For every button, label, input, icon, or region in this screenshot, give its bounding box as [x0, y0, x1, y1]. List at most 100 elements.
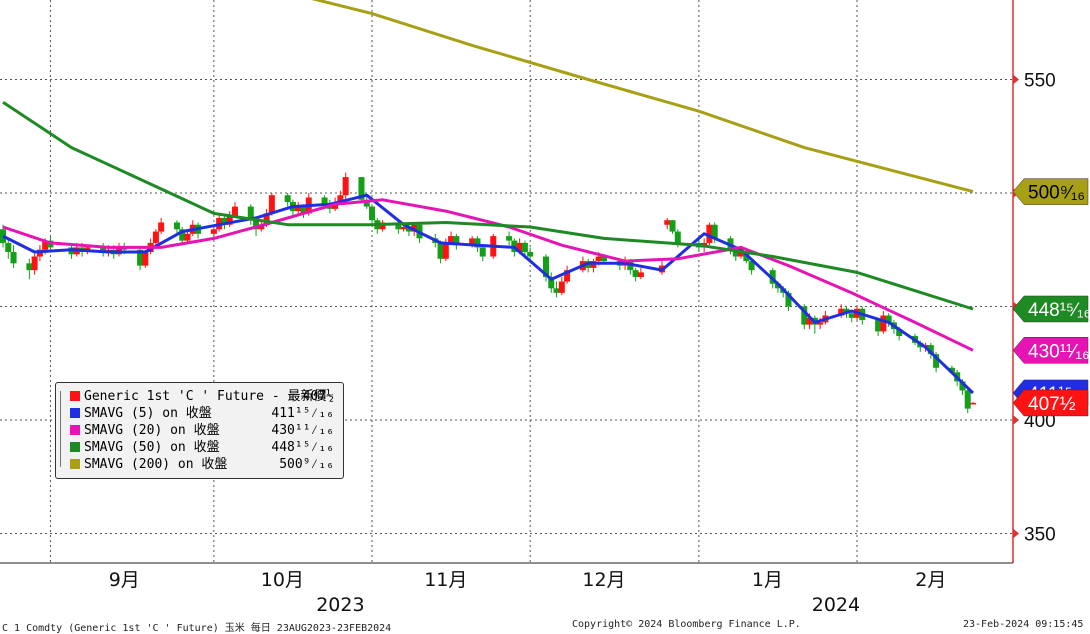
value-tag [1012, 337, 1089, 364]
candle-body [363, 199, 370, 207]
candle-body [137, 249, 144, 266]
y-tick-label: 350 [1024, 524, 1056, 545]
candle-body [785, 292, 792, 307]
candle-body [179, 229, 186, 241]
candle-body [337, 195, 344, 203]
footer-timestamp: 23-Feb-2024 09:15:45 [963, 619, 1084, 630]
candle-body [268, 195, 275, 214]
candle-body [896, 329, 903, 336]
candle-body [548, 276, 555, 289]
candle-body [263, 213, 270, 225]
value-tag-label: 500⁹⁄₁₆ [1028, 183, 1085, 204]
candle-body [843, 308, 850, 314]
candle-body [100, 247, 107, 252]
candle-body [221, 217, 228, 225]
x-tick-label: 1月 [752, 569, 783, 591]
candle-body [231, 206, 238, 216]
legend-label: SMAVG (50) on 收盤 [84, 440, 220, 455]
y-tick-label: 400 [1024, 411, 1056, 432]
candle-body [664, 220, 671, 225]
candle-body [395, 222, 402, 230]
candle-body [226, 215, 233, 225]
x-axis-labels: 9月 10月 11月 12月 1月 2月 2023 2024 [109, 569, 947, 616]
footer-copyright: Copyright© 2024 Bloomberg Finance L.P. [572, 619, 801, 630]
candle-body [369, 206, 376, 221]
candle-body [321, 197, 328, 205]
legend-label: SMAVG (5) on 收盤 [84, 406, 212, 421]
candle-body [437, 242, 444, 259]
footer-ticker: C 1 Comdty (Generic 1st 'C ' Future) 玉米 … [2, 623, 392, 634]
candle-body [927, 345, 934, 355]
candle-body [595, 256, 602, 262]
y-tick-marker [1013, 414, 1019, 425]
legend-label: Generic 1st 'C ' Future - 最新價 [84, 389, 327, 404]
candle-body [558, 281, 565, 293]
legend-swatch [70, 442, 80, 452]
candle-body [553, 288, 560, 293]
value-tag [1012, 295, 1089, 323]
candle-body [706, 224, 713, 243]
x-tick-label: 9月 [109, 569, 140, 591]
candle-body [669, 220, 676, 232]
candle-body [411, 224, 418, 232]
value-tag-label: 430¹¹⁄₁₆ [1028, 341, 1090, 362]
legend-swatch [70, 408, 80, 418]
candle-body [801, 306, 808, 325]
candle-body [152, 231, 159, 243]
candle-body [506, 236, 513, 241]
value-tag-label: 407½ [1028, 394, 1076, 415]
candle-body [806, 317, 813, 325]
legend-item-price[interactable]: Generic 1st 'C ' Future - 最新價 407½ [70, 389, 338, 405]
candle-body [448, 236, 455, 243]
candle-body [933, 354, 940, 368]
candle-body [42, 240, 49, 250]
legend-value: 448¹⁵⁄₁₆ [271, 440, 334, 455]
candle-body [442, 242, 449, 259]
candle-body [184, 233, 191, 241]
candle-body [26, 263, 33, 271]
candle-body [964, 390, 971, 409]
legend-item-sma200[interactable]: SMAVG (200) on 收盤 500⁹⁄₁₆ [70, 457, 338, 473]
legend-tree-line [60, 391, 65, 467]
candle-body [564, 270, 571, 282]
series-line-1 [2, 198, 974, 352]
x-tick-label: 2月 [915, 569, 946, 591]
candle-body [295, 206, 302, 212]
candle-body [948, 367, 955, 373]
series-line-3 [311, 0, 974, 194]
candle-body [479, 247, 486, 257]
x-tick-label: 12月 [582, 569, 625, 591]
candle-body [284, 195, 291, 203]
candle-body [527, 251, 534, 257]
candle-body [885, 315, 892, 323]
candle-body [10, 251, 17, 264]
legend-value: 500⁹⁄₁₆ [279, 457, 334, 472]
candle-body [474, 238, 481, 248]
legend[interactable]: Generic 1st 'C ' Future - 最新價 407½ SMAVG… [55, 382, 344, 479]
candle-body [600, 256, 607, 262]
legend-value: 407½ [302, 389, 334, 404]
legend-item-sma50[interactable]: SMAVG (50) on 收盤 448¹⁵⁄₁₆ [70, 440, 338, 456]
candle-body [521, 242, 528, 252]
value-tag-label: 448¹⁵⁄₁₆ [1028, 300, 1090, 321]
value-tag [1012, 389, 1089, 417]
moving-average-lines [2, 0, 975, 395]
candle-body [247, 206, 254, 221]
candle-body [880, 315, 887, 332]
candle-body [637, 272, 644, 277]
legend-item-sma5[interactable]: SMAVG (5) on 收盤 411¹⁵⁄₁₆ [70, 406, 338, 422]
legend-item-sma20[interactable]: SMAVG (20) on 收盤 430¹¹⁄₁₆ [70, 423, 338, 439]
candle-body [970, 402, 976, 405]
candle-body [453, 236, 460, 246]
candle-body [674, 231, 681, 243]
candle-body [774, 283, 781, 289]
candle-body [848, 313, 855, 318]
candle-body [342, 177, 349, 196]
legend-swatch [70, 459, 80, 469]
candle-body [748, 261, 755, 271]
series-line-2 [2, 100, 974, 311]
candle-body [817, 322, 824, 325]
